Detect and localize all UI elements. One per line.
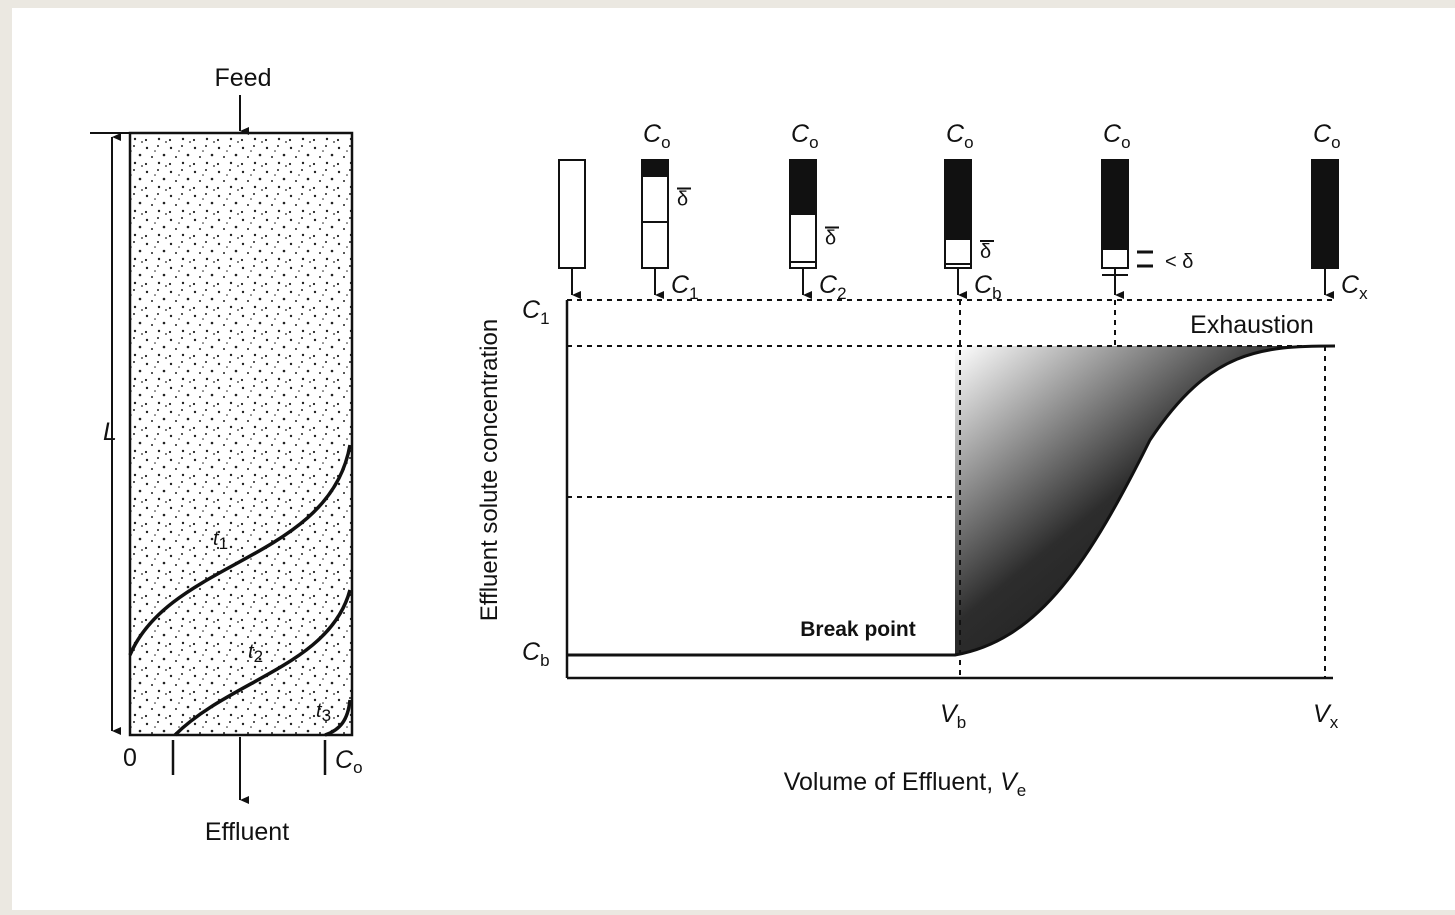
- inlet-label: Co: [946, 120, 974, 152]
- breakthrough-diagram: Co C1 δ Co C2 δ Co Cb δ Co < δ Co Cx Effluent solute…: [476, 120, 1368, 800]
- inlet-label: Co: [1103, 120, 1131, 152]
- curve-label: t1: [213, 528, 228, 553]
- zero-label: 0: [123, 744, 137, 772]
- packed-bed: [128, 131, 354, 737]
- profile-curve: [324, 699, 352, 737]
- column-diagram: Feed L 0 Effluent Co t1 t2 t3: [90, 64, 363, 846]
- figure-panel: Feed L 0 Effluent Co t1 t2 t3 Co C1 δ Co C2 δ…: [12, 8, 1455, 910]
- bed-columns: Co C1 δ Co C2 δ Co Cb δ Co < δ Co Cx: [558, 120, 1368, 303]
- saturated-zone: [790, 160, 816, 215]
- saturated-zone: [945, 160, 971, 240]
- x-axis-label: Volume of Effluent, Ve: [784, 768, 1027, 800]
- inlet-label: Co: [1313, 120, 1341, 152]
- outlet-label: Cx: [1341, 271, 1368, 303]
- profile-curve: [128, 444, 352, 656]
- saturated-zone: [1312, 160, 1338, 268]
- x-label: Vb: [940, 700, 966, 732]
- figure: Feed L 0 Effluent Co t1 t2 t3 Co C1 δ Co C2 δ…: [90, 64, 1368, 846]
- exhaustion-label: Exhaustion: [1190, 311, 1314, 339]
- saturated-zone: [1102, 160, 1128, 250]
- zone-label: < δ: [1165, 251, 1193, 273]
- zone-label: δ: [825, 228, 836, 250]
- curve-label: t2: [248, 641, 263, 666]
- y-axis-label: Effluent solute concentration: [476, 319, 503, 621]
- breakthrough-curve: [567, 344, 1336, 657]
- y-label: C1: [522, 296, 550, 328]
- guide-lines: [567, 299, 1335, 678]
- profile-curve: [173, 589, 352, 737]
- y-label: Cb: [522, 638, 550, 670]
- length-label: L: [103, 418, 117, 446]
- outlet-label: C2: [819, 271, 847, 303]
- curve-label: t3: [316, 700, 331, 725]
- feed-label: Feed: [215, 64, 272, 92]
- saturated-zone: [642, 160, 668, 177]
- break-point-label: Break point: [800, 618, 916, 641]
- bed-column: [558, 159, 586, 269]
- zone-label: δ: [980, 241, 991, 263]
- inlet-label: Co: [643, 120, 671, 152]
- inlet-label: Co: [791, 120, 819, 152]
- outlet-concentration-label: Co: [335, 746, 363, 777]
- x-label: Vx: [1313, 700, 1339, 732]
- outlet-label: C1: [671, 271, 699, 303]
- zone-label: δ: [677, 189, 688, 211]
- outlet-label: Cb: [974, 271, 1002, 303]
- effluent-label: Effluent: [205, 818, 289, 846]
- mass-transfer-zone: [955, 346, 1335, 655]
